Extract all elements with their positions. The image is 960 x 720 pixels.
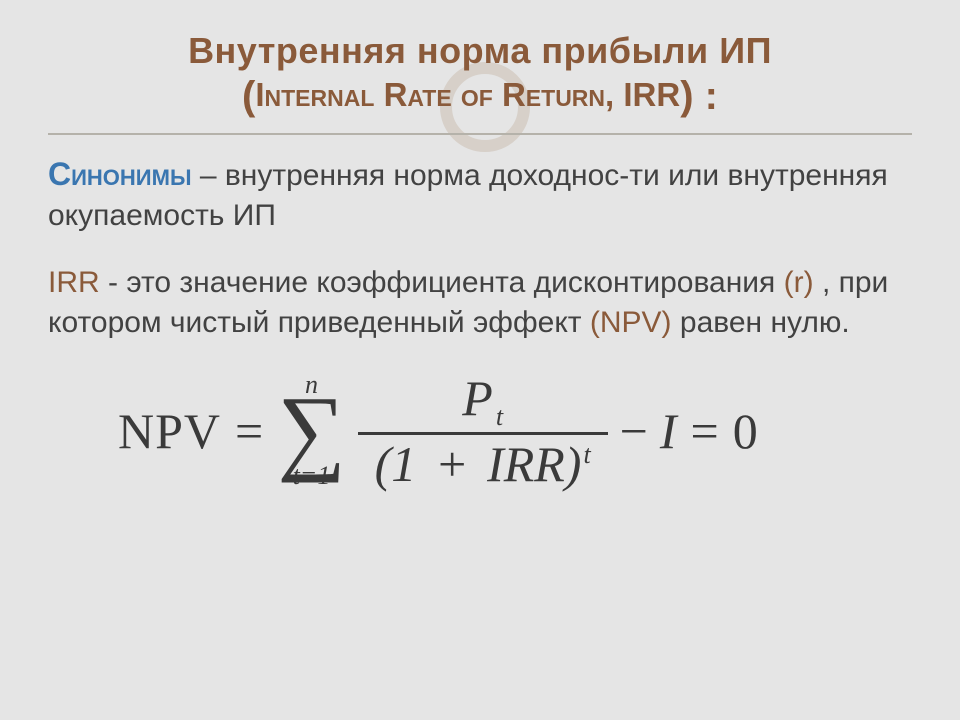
sigma-symbol: ∑ (277, 392, 345, 469)
def-seg1: - это значение коэффициента дисконтирова… (100, 266, 784, 299)
r-term: (r) (784, 266, 814, 299)
title-line-1: Внутренняя норма прибыли ИП (48, 30, 912, 72)
formula-eq2: = (691, 402, 719, 460)
divider (48, 133, 912, 135)
summation-icon: n ∑ t=1 (277, 372, 345, 489)
title-paren-open: ( (242, 74, 255, 118)
npv-term: (NPV) (590, 306, 672, 339)
den-close: ) (565, 436, 582, 492)
formula-minus: − (620, 402, 648, 460)
slide: Внутренняя норма прибыли ИП (Internal Ra… (0, 0, 960, 720)
title-line-2: (Internal Rate of Return, IRR) : (48, 74, 912, 119)
paragraph-synonyms: Синонимы – внутренняя норма доходнос-ти … (48, 153, 912, 235)
fraction-denominator: (1 + IRR)t (369, 435, 597, 489)
irr-term: IRR (48, 266, 100, 299)
formula-zero: 0 (733, 402, 758, 460)
def-seg3: равен нулю. (672, 306, 850, 339)
fraction: Pt (1 + IRR)t (358, 373, 608, 489)
synonyms-label: Синонимы (48, 156, 192, 192)
title-subtitle: Internal Rate of Return, IRR (255, 76, 680, 113)
num-sub-t: t (496, 402, 503, 431)
den-plus: + (435, 436, 469, 492)
sum-lower: t=1 (293, 463, 331, 489)
den-sup-t: t (583, 440, 590, 469)
slide-title: Внутренняя норма прибыли ИП (Internal Ra… (48, 30, 912, 119)
formula-eq1: = (235, 402, 263, 460)
num-P: P (462, 370, 493, 426)
fraction-numerator: Pt (454, 373, 511, 432)
formula-lhs: NPV (118, 402, 221, 460)
paragraph-definition: IRR - это значение коэффициента дисконти… (48, 263, 912, 342)
den-irr: IRR (487, 436, 565, 492)
npv-formula: NPV = n ∑ t=1 Pt (1 + IRR)t − I = 0 (48, 372, 912, 489)
title-paren-close: ) : (680, 74, 718, 118)
formula-I: I (660, 402, 677, 460)
den-open: (1 (375, 436, 417, 492)
